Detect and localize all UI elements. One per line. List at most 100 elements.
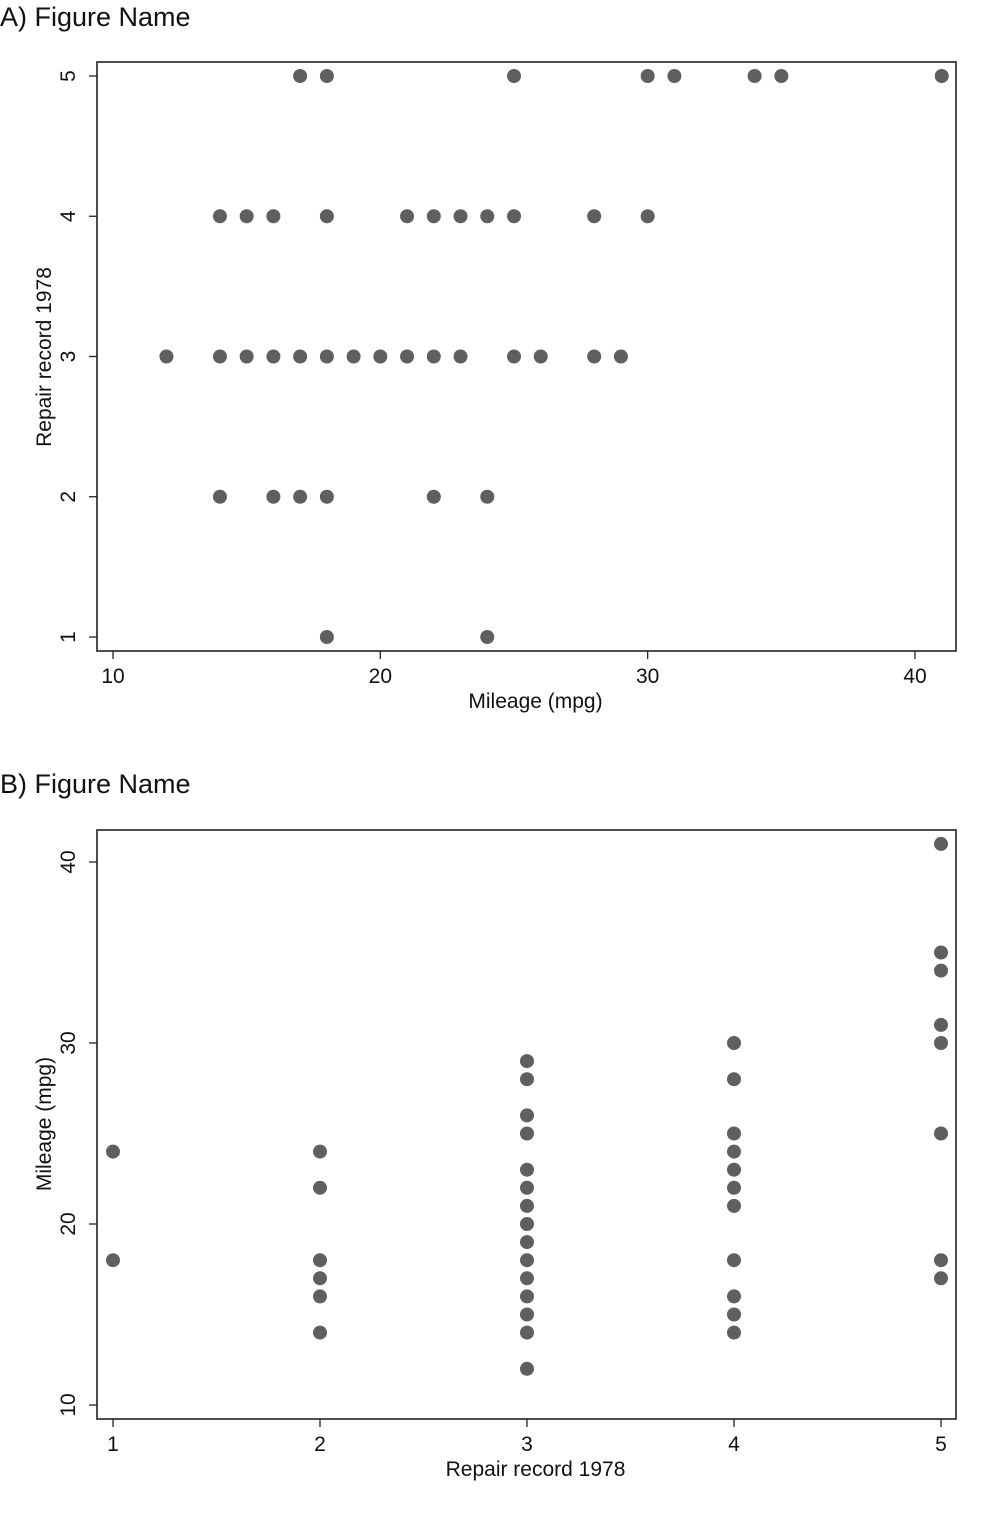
data-point (520, 1126, 534, 1141)
x-tick-label: 40 (903, 665, 926, 688)
data-point (426, 489, 441, 504)
data-point (727, 1072, 741, 1087)
data-point (239, 209, 254, 224)
panel-a-title: A) Figure Name (0, 2, 191, 32)
x-tick-label: 1 (107, 1433, 119, 1456)
data-point (520, 1325, 534, 1340)
data-point (587, 349, 602, 364)
data-point (520, 1235, 534, 1250)
x-tick-label: 2 (314, 1433, 326, 1456)
data-point (266, 349, 281, 364)
data-point (507, 209, 521, 224)
data-point (774, 69, 789, 83)
y-tick-label: 5 (57, 70, 80, 82)
data-point (313, 1325, 327, 1340)
data-point (727, 1289, 741, 1304)
data-point (520, 1054, 534, 1069)
data-point (640, 69, 655, 83)
data-point (400, 349, 415, 364)
x-tick-label: 10 (101, 665, 124, 688)
data-point (727, 1126, 741, 1141)
x-axis-title: Mileage (mpg) (468, 690, 602, 713)
data-point (520, 1217, 534, 1231)
y-tick-label: 1 (57, 631, 80, 643)
data-point (319, 630, 334, 644)
scatter-chart-a: 10 20 30 40 1 2 3 4 5 Mileage (mpg) Repair record … (33, 61, 957, 713)
data-point (239, 349, 254, 364)
data-point (727, 1307, 741, 1322)
data-point (934, 963, 948, 978)
data-point (727, 1144, 741, 1159)
data-point (293, 69, 308, 83)
data-point (319, 489, 334, 504)
data-point (934, 1271, 948, 1286)
data-point (453, 349, 468, 364)
x-tick-label: 3 (521, 1433, 533, 1456)
data-point (520, 1307, 534, 1322)
data-point (106, 1144, 120, 1159)
data-point (587, 209, 602, 224)
data-point (520, 1361, 534, 1376)
y-tick-label: 30 (57, 1031, 80, 1054)
data-point (319, 349, 334, 364)
data-point (313, 1180, 327, 1195)
data-point (934, 1017, 948, 1032)
data-point (727, 1162, 741, 1177)
data-point (313, 1271, 327, 1286)
data-point (480, 209, 495, 224)
data-point (520, 1253, 534, 1268)
y-tick-label: 10 (57, 1393, 80, 1416)
data-point (613, 349, 628, 364)
data-point (747, 69, 762, 83)
panel-b-title: B) Figure Name (0, 769, 191, 799)
data-point (934, 1036, 948, 1050)
data-point (934, 1126, 948, 1141)
x-tick-label: 30 (636, 665, 659, 688)
data-point (520, 1108, 534, 1123)
data-point (212, 489, 227, 504)
data-point (520, 1289, 534, 1304)
y-axis-title: Mileage (mpg) (33, 1057, 56, 1191)
x-axis-title: Repair record 1978 (446, 1458, 626, 1481)
data-point (212, 349, 227, 364)
y-tick-label: 2 (57, 491, 80, 503)
data-point (727, 1325, 741, 1340)
data-point (727, 1198, 741, 1213)
data-point (667, 69, 682, 83)
data-point (934, 836, 948, 851)
data-point (727, 1180, 741, 1195)
data-point (313, 1253, 327, 1268)
data-point (426, 209, 441, 224)
data-point (212, 209, 227, 224)
data-point (313, 1289, 327, 1304)
data-point (520, 1198, 534, 1213)
data-point (520, 1162, 534, 1177)
data-point (319, 209, 334, 224)
data-point (640, 209, 655, 224)
y-tick-label: 40 (57, 850, 80, 873)
y-axis-title: Repair record 1978 (33, 267, 56, 447)
data-point (159, 349, 174, 364)
data-point (507, 349, 521, 364)
y-tick-label: 20 (57, 1212, 80, 1235)
y-tick-label: 3 (57, 351, 80, 363)
data-point (426, 349, 441, 364)
data-point (293, 349, 308, 364)
data-point (373, 349, 388, 364)
x-tick-label: 20 (369, 665, 392, 688)
data-point (346, 349, 361, 364)
x-tick-label: 5 (935, 1433, 947, 1456)
data-point (480, 489, 495, 504)
data-point (266, 209, 281, 224)
x-tick-label: 4 (728, 1433, 740, 1456)
data-point (293, 489, 308, 504)
data-point (934, 945, 948, 960)
data-point (507, 69, 521, 83)
data-point (106, 1253, 120, 1268)
data-point (480, 630, 495, 644)
data-point (400, 209, 415, 224)
data-point (533, 349, 548, 364)
data-point (934, 1253, 948, 1268)
data-point (520, 1271, 534, 1286)
data-point (319, 69, 334, 83)
